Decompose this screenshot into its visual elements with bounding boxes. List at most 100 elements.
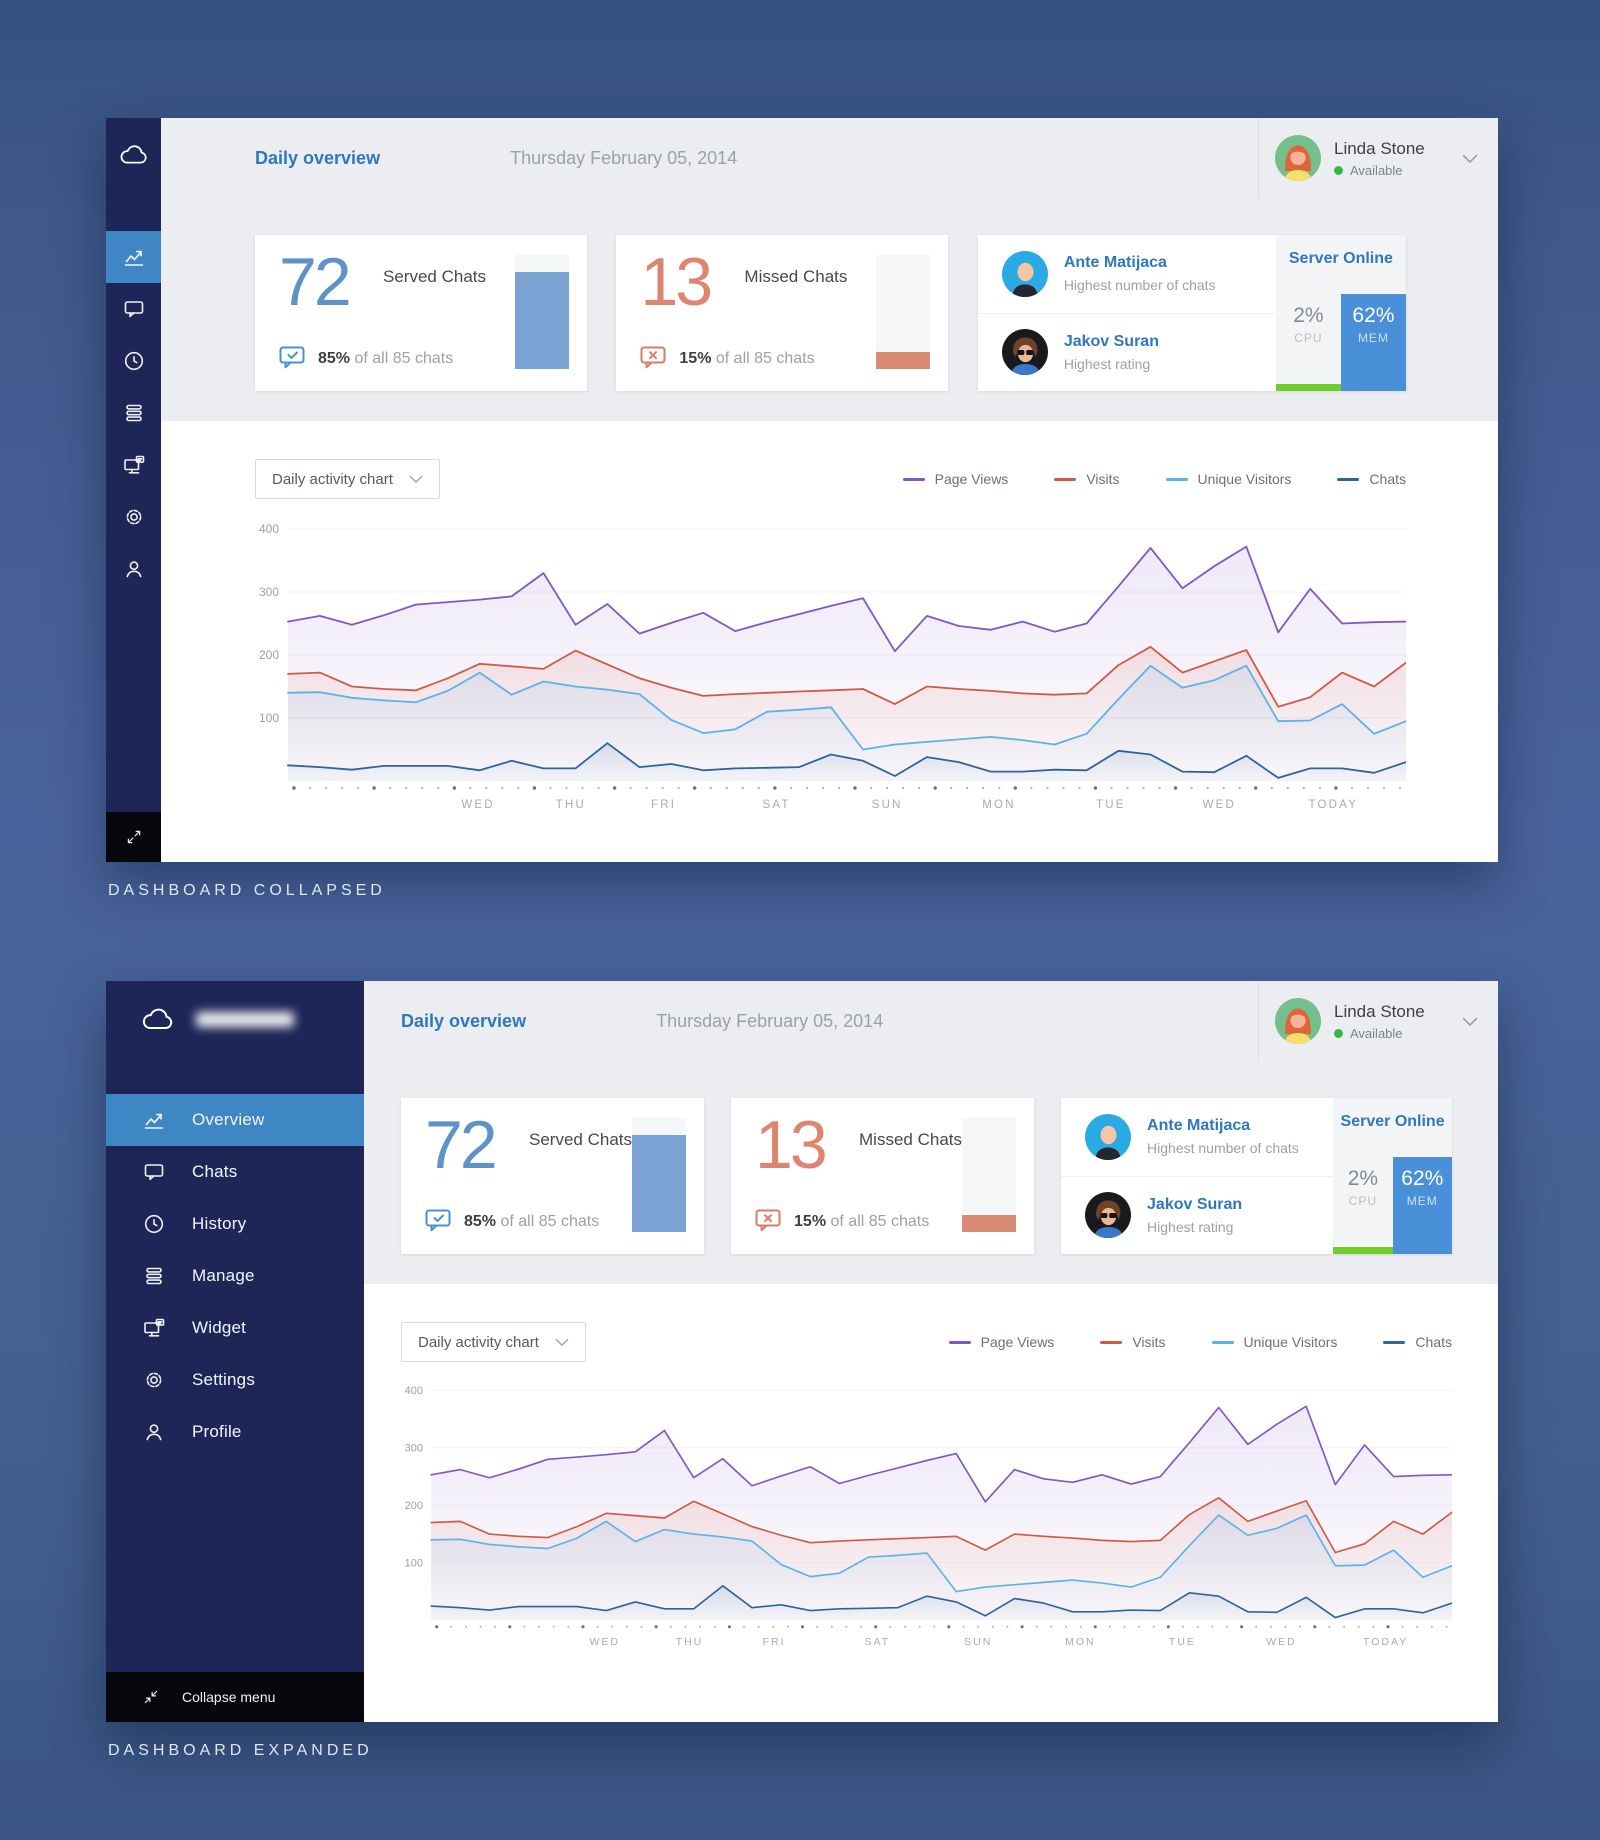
sidebar-item-history[interactable]: History (106, 1198, 364, 1250)
svg-text:WED: WED (589, 1636, 620, 1648)
team-member-desc: Highest number of chats (1063, 277, 1216, 294)
served-bar (632, 1118, 687, 1232)
main-content: Daily overview Thursday February 05, 201… (364, 981, 1498, 1722)
legend-page-views[interactable]: Page Views (948, 1334, 1054, 1350)
gear-icon (142, 1368, 166, 1392)
user-menu[interactable]: Linda Stone Available (1258, 118, 1498, 198)
served-chats-card: 72 Served Chats 85% of all 85 chats (255, 235, 588, 391)
served-label: Served Chats (383, 267, 486, 286)
chevron-down-icon (409, 475, 423, 484)
stat-cards-row: 72 Served Chats 85% of all 85 chats 13 M… (161, 235, 1498, 391)
svg-text:MON: MON (982, 799, 1015, 811)
server-status: Server Online (1288, 250, 1393, 267)
cpu-column: 2% CPU (1275, 235, 1341, 391)
status-dot (1334, 165, 1343, 175)
svg-text:THU: THU (556, 799, 586, 811)
cloud-logo-icon (140, 1005, 176, 1034)
svg-text:WED: WED (461, 799, 494, 811)
brand-name-redacted (196, 1012, 294, 1027)
team-member-name[interactable]: Jakov Suran (1147, 1195, 1243, 1213)
sidebar-item-settings[interactable]: Settings (106, 1354, 364, 1406)
server-panel: Server Online 2% CPU 62% MEM (1275, 235, 1406, 391)
missed-bar (876, 255, 931, 369)
sidebar-item-overview[interactable] (106, 231, 161, 283)
sidebar-item-chats[interactable] (106, 283, 161, 335)
svg-text:300: 300 (259, 585, 279, 599)
top-band: Daily overview Thursday February 05, 201… (161, 118, 1498, 421)
missed-label: Missed Chats (744, 267, 848, 286)
legend-chats[interactable]: Chats (1337, 471, 1406, 487)
sidebar-item-history[interactable] (106, 335, 161, 387)
legend-page-views[interactable]: Page Views (902, 471, 1008, 487)
page-header: Daily overview Thursday February 05, 201… (161, 118, 1498, 198)
legend-visits[interactable]: Visits (1054, 471, 1120, 487)
user-status: Available (1350, 162, 1403, 178)
missed-value: 13 (755, 1107, 828, 1183)
page-title: Daily overview (255, 147, 381, 168)
svg-text:SAT: SAT (763, 799, 791, 811)
sidebar-item-widget[interactable]: Widget (106, 1302, 364, 1354)
svg-text:TUE: TUE (1169, 1636, 1196, 1648)
expand-icon (125, 828, 143, 846)
chevron-down-icon (555, 1338, 569, 1347)
served-label: Served Chats (529, 1130, 632, 1149)
daily-activity-chart: 400 300 200 100 WED THU FRI SAT SUN MON TUE WED TODA… (259, 522, 1406, 811)
svg-text:SUN: SUN (964, 1636, 992, 1648)
chart-type-dropdown[interactable]: Daily activity chart (255, 459, 440, 499)
chart-type-dropdown[interactable]: Daily activity chart (401, 1322, 586, 1362)
sidebar-collapsed (106, 118, 161, 862)
bubble-check-icon (279, 346, 306, 371)
top-band: Daily overview Thursday February 05, 201… (364, 981, 1498, 1284)
svg-text:300: 300 (405, 1442, 423, 1454)
served-footer: 85% of all 85 chats (464, 1212, 600, 1230)
user-menu[interactable]: Linda Stone Available (1258, 981, 1498, 1061)
sidebar-item-manage[interactable] (106, 387, 161, 439)
sidebar-item-widget[interactable] (106, 439, 161, 491)
svg-text:100: 100 (259, 711, 279, 725)
app-logo (106, 142, 161, 168)
bubble-check-icon (425, 1209, 452, 1234)
sidebar-nav (106, 231, 161, 595)
cloud-logo-icon (118, 142, 150, 168)
sidebar-item-overview[interactable]: Overview (106, 1094, 364, 1146)
served-footer: 85% of all 85 chats (318, 349, 454, 367)
header-date: Thursday February 05, 2014 (510, 147, 738, 168)
team-member-name[interactable]: Ante Matijaca (1063, 254, 1167, 272)
missed-bar (962, 1118, 1017, 1232)
legend-unique-visitors[interactable]: Unique Visitors (1165, 471, 1291, 487)
svg-text:THU: THU (676, 1636, 704, 1648)
sidebar-item-profile[interactable] (106, 543, 161, 595)
served-value: 72 (425, 1107, 498, 1183)
mem-column: 62% MEM (1392, 1098, 1452, 1254)
team-row: Jakov Suran Highest rating (1061, 1175, 1334, 1255)
team-server-card: Ante Matijaca Highest number of chats Jak… (977, 235, 1406, 392)
sidebar-item-profile[interactable]: Profile (106, 1406, 364, 1458)
server-status: Server Online (1340, 1113, 1445, 1130)
chart-section: Daily activity chart Page Views Visits U… (161, 421, 1498, 862)
sidebar-item-manage[interactable]: Manage (106, 1250, 364, 1302)
svg-text:MON: MON (1065, 1636, 1096, 1648)
svg-text:400: 400 (259, 522, 279, 536)
team-member-name[interactable]: Jakov Suran (1063, 332, 1159, 350)
svg-text:TODAY: TODAY (1363, 1636, 1408, 1648)
stack-icon (142, 1264, 166, 1288)
legend-visits[interactable]: Visits (1100, 1334, 1166, 1350)
status-dot (1334, 1028, 1343, 1038)
stack-icon (122, 401, 146, 425)
cpu-column: 2% CPU (1333, 1098, 1393, 1254)
team-row: Jakov Suran Highest rating (977, 312, 1276, 392)
avatar (1275, 135, 1321, 181)
legend-chats[interactable]: Chats (1383, 1334, 1452, 1350)
collapse-menu-button[interactable]: Collapse menu (106, 1672, 364, 1722)
clock-icon (122, 349, 146, 373)
legend-unique-visitors[interactable]: Unique Visitors (1211, 1334, 1337, 1350)
team-member-name[interactable]: Ante Matijaca (1147, 1117, 1251, 1135)
expand-menu-button[interactable] (106, 812, 161, 862)
caption-collapsed: DASHBOARD COLLAPSED (108, 882, 386, 899)
sidebar-item-chats[interactable]: Chats (106, 1146, 364, 1198)
person-icon (122, 557, 146, 581)
chat-bubble-icon (142, 1160, 166, 1184)
sidebar-item-settings[interactable] (106, 491, 161, 543)
avatar-jakov (1001, 329, 1048, 376)
